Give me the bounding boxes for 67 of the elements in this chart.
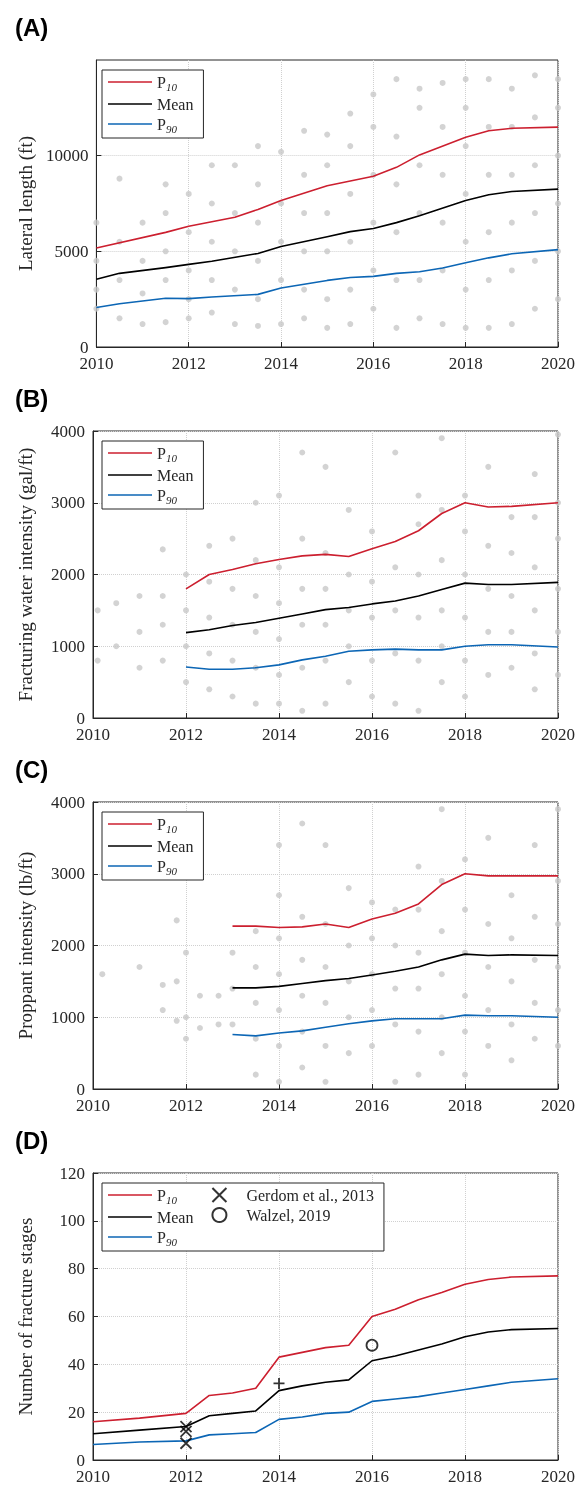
y-tick-label: 3000 [51, 493, 85, 513]
y-tick-label: 0 [79, 337, 89, 357]
x-tick-label: 2016 [356, 354, 391, 373]
x-tick-label: 2020 [541, 1467, 575, 1486]
line-series [185, 581, 559, 634]
y-axis-title: Lateral length (ft) [15, 135, 37, 272]
y-tick-label: 100 [59, 1211, 85, 1231]
point [179, 1420, 193, 1433]
y-tick-label: 2000 [51, 936, 85, 955]
chart-title: (C) [15, 755, 49, 783]
y-tick-label: 10000 [45, 146, 89, 166]
x-tick-label: 2016 [355, 1467, 389, 1486]
y-tick-label: 0 [76, 1450, 85, 1470]
x-tick-label: 2018 [448, 1467, 482, 1486]
legend-label: Mean [157, 1208, 194, 1226]
y-tick-label: 60 [68, 1307, 85, 1326]
x-tick-label: 2020 [541, 725, 575, 744]
point [365, 1338, 379, 1352]
legend-label: Mean [157, 837, 194, 855]
x-tick-label: 2012 [169, 1467, 203, 1486]
y-tick-label: 5000 [54, 241, 89, 261]
y-axis-title: Number of fracture stages [15, 1217, 36, 1416]
chart-title: (D) [15, 1126, 49, 1154]
legend-label: Gerdom et al., 2013 [246, 1186, 374, 1204]
y-axis-title: Proppant intensity (lb/ft) [15, 851, 37, 1040]
x-tick-label: 2018 [448, 1096, 482, 1115]
y-tick-label: 4000 [51, 792, 85, 812]
y-tick-label: 20 [68, 1402, 85, 1422]
x-tick-label: 2020 [541, 354, 575, 373]
line-series [92, 1377, 559, 1446]
x-tick-label: 2018 [448, 725, 482, 744]
line-series [92, 1327, 559, 1435]
line-series [95, 188, 559, 281]
y-tick-label: 1000 [51, 1007, 85, 1027]
x-tick-label: 2020 [541, 1096, 575, 1115]
y-tick-label: 4000 [51, 421, 85, 441]
legend-label: Mean [157, 95, 194, 113]
x-tick-label: 2012 [171, 354, 206, 373]
y-axis-title: Fracturing water intensity (gal/ft) [15, 447, 37, 702]
y-tick-label: 40 [68, 1354, 85, 1374]
legend-label: Mean [157, 466, 194, 484]
line-series [185, 501, 559, 590]
x-tick-label: 2016 [355, 1096, 389, 1115]
y-tick-label: 2000 [51, 565, 85, 584]
y-tick-label: 120 [59, 1163, 85, 1183]
chart-title: (B) [15, 384, 49, 412]
y-tick-label: 1000 [51, 636, 85, 656]
chart-title: (A) [15, 13, 49, 41]
x-tick-label: 2010 [79, 354, 114, 373]
x-tick-label: 2010 [76, 725, 110, 744]
y-tick-label: 3000 [51, 864, 85, 884]
x-tick-label: 2014 [262, 725, 297, 744]
line-series [92, 1275, 559, 1423]
line-series [185, 644, 559, 671]
x-tick-label: 2014 [262, 1096, 297, 1115]
x-tick-label: 2018 [448, 354, 483, 373]
x-tick-label: 2014 [264, 354, 299, 373]
y-tick-label: 0 [76, 1079, 85, 1099]
x-tick-label: 2010 [76, 1096, 110, 1115]
x-tick-label: 2016 [355, 725, 389, 744]
x-tick-label: 2014 [262, 1467, 297, 1486]
y-tick-label: 0 [76, 708, 85, 728]
x-tick-label: 2010 [76, 1467, 110, 1486]
y-tick-label: 80 [68, 1259, 85, 1279]
x-tick-label: 2012 [169, 725, 203, 744]
x-tick-label: 2012 [169, 1096, 203, 1115]
legend-label: Walzel, 2019 [246, 1206, 331, 1224]
